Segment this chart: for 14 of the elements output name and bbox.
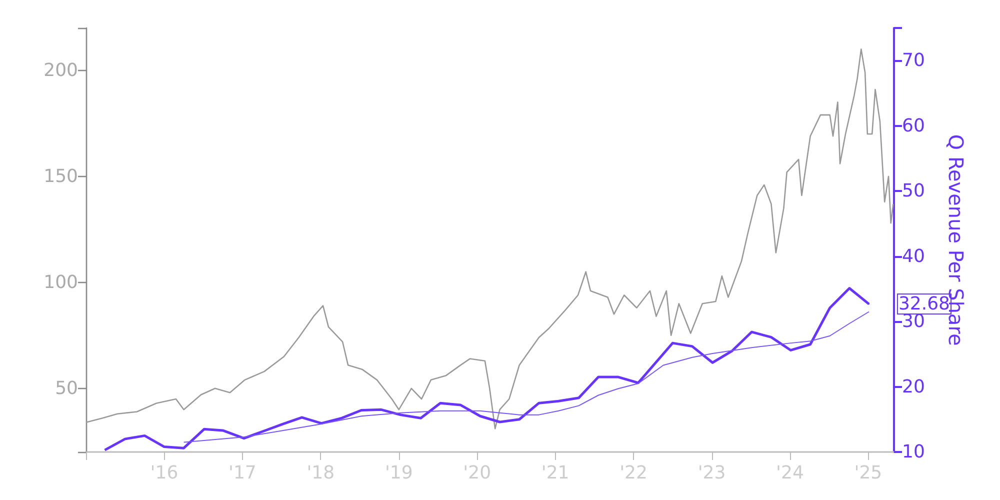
y2-tick-label: 20	[902, 376, 925, 398]
y2-tick-label: 40	[902, 246, 925, 267]
line-series	[104, 287, 870, 452]
y2-tick-label: 70	[902, 50, 925, 72]
data-label: 32.68	[898, 294, 950, 315]
y-tick-label: 100	[44, 272, 78, 293]
line-series	[85, 48, 894, 430]
y-tick-label: 150	[44, 166, 78, 187]
y2-tick-label: 50	[902, 180, 925, 202]
line-series	[183, 311, 870, 443]
y2-tick-label: 10	[902, 442, 925, 462]
y2-tick-label: 60	[902, 115, 925, 136]
y-tick-label: 200	[44, 60, 78, 81]
y-tick-label: 50	[55, 378, 78, 399]
